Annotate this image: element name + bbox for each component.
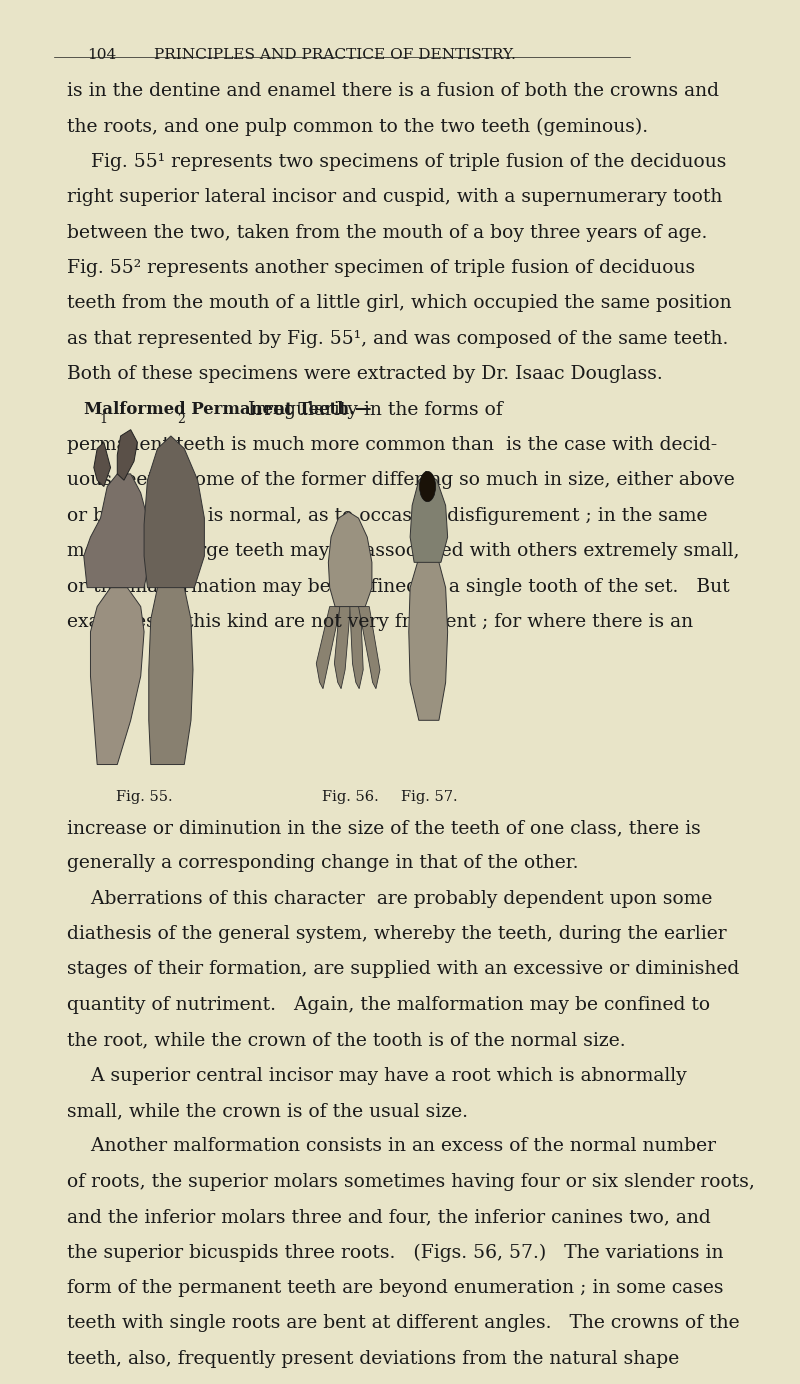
Text: right superior lateral incisor and cuspid, with a supernumerary tooth: right superior lateral incisor and cuspi… xyxy=(67,188,722,206)
Polygon shape xyxy=(90,588,144,764)
Text: mouth very large teeth may be associated with others extremely small,: mouth very large teeth may be associated… xyxy=(67,543,739,561)
Text: teeth, also, frequently present deviations from the natural shape: teeth, also, frequently present deviatio… xyxy=(67,1349,679,1367)
Text: permanent teeth is much more common than  is the case with decid­: permanent teeth is much more common than… xyxy=(67,436,718,454)
Text: PRINCIPLES AND PRACTICE OF DENTISTRY.: PRINCIPLES AND PRACTICE OF DENTISTRY. xyxy=(154,48,516,62)
Text: increase or diminution in the size of the teeth of one class, there is: increase or diminution in the size of th… xyxy=(67,819,701,837)
Text: Another malformation consists in an excess of the normal number: Another malformation consists in an exce… xyxy=(67,1138,716,1156)
Text: diathesis of the general system, whereby the teeth, during the earlier: diathesis of the general system, whereby… xyxy=(67,925,726,943)
Text: small, while the crown is of the usual size.: small, while the crown is of the usual s… xyxy=(67,1102,468,1120)
Polygon shape xyxy=(149,581,193,764)
Text: 2: 2 xyxy=(177,412,185,426)
Polygon shape xyxy=(409,549,448,720)
Polygon shape xyxy=(144,436,204,588)
Text: teeth with single roots are bent at different angles.   The crowns of the: teeth with single roots are bent at diff… xyxy=(67,1315,740,1333)
Text: or the malformation may be confined to a single tooth of the set.   But: or the malformation may be confined to a… xyxy=(67,577,730,595)
Text: generally a corresponding change in that of the other.: generally a corresponding change in that… xyxy=(67,854,578,872)
Text: Malformed Permanent Teeth.—: Malformed Permanent Teeth.— xyxy=(84,400,371,418)
Text: Both of these specimens were extracted by Dr. Isaac Douglass.: Both of these specimens were extracted b… xyxy=(67,365,662,383)
Polygon shape xyxy=(334,606,350,689)
Text: the roots, and one pulp common to the two teeth (geminous).: the roots, and one pulp common to the tw… xyxy=(67,118,648,136)
Polygon shape xyxy=(350,606,363,689)
Text: Aberrations of this character  are probably dependent upon some: Aberrations of this character are probab… xyxy=(67,890,712,908)
Text: form of the permanent teeth are beyond enumeration ; in some cases: form of the permanent teeth are beyond e… xyxy=(67,1279,723,1297)
Polygon shape xyxy=(410,473,448,562)
Text: stages of their formation, are supplied with an excessive or diminished: stages of their formation, are supplied … xyxy=(67,960,739,978)
Text: between the two, taken from the mouth of a boy three years of age.: between the two, taken from the mouth of… xyxy=(67,224,707,242)
Text: examples of this kind are not very frequent ; for where there is an: examples of this kind are not very frequ… xyxy=(67,613,693,631)
Polygon shape xyxy=(94,443,110,487)
Text: Fig. 55² represents another specimen of triple fusion of deciduous: Fig. 55² represents another specimen of … xyxy=(67,259,695,277)
Text: quantity of nutriment.   Again, the malformation may be confined to: quantity of nutriment. Again, the malfor… xyxy=(67,996,710,1014)
Polygon shape xyxy=(118,429,138,480)
Polygon shape xyxy=(358,606,380,689)
Text: of roots, the superior molars sometimes having four or six slender roots,: of roots, the superior molars sometimes … xyxy=(67,1172,755,1190)
Polygon shape xyxy=(316,606,341,689)
Text: uous teeth ; some of the former differing so much in size, either above: uous teeth ; some of the former differin… xyxy=(67,472,734,490)
Polygon shape xyxy=(84,473,150,588)
Text: Fig. 55.: Fig. 55. xyxy=(116,790,172,804)
Text: A superior central incisor may have a root which is abnormally: A superior central incisor may have a ro… xyxy=(67,1067,686,1085)
Text: the root, while the crown of the tooth is of the normal size.: the root, while the crown of the tooth i… xyxy=(67,1031,626,1049)
Text: the superior bicuspids three roots.   (Figs. 56, 57.)   The variations in: the superior bicuspids three roots. (Fig… xyxy=(67,1243,723,1262)
Text: 1: 1 xyxy=(100,412,108,426)
Circle shape xyxy=(419,472,435,501)
Text: is in the dentine and enamel there is a fusion of both the crowns and: is in the dentine and enamel there is a … xyxy=(67,82,719,100)
Text: Fig. 56.: Fig. 56. xyxy=(322,790,379,804)
Text: 104: 104 xyxy=(87,48,116,62)
Text: Fig. 57.: Fig. 57. xyxy=(401,790,457,804)
Text: Fig. 55¹ represents two specimens of triple fusion of the deciduous: Fig. 55¹ represents two specimens of tri… xyxy=(67,152,726,170)
Text: as that represented by Fig. 55¹, and was composed of the same teeth.: as that represented by Fig. 55¹, and was… xyxy=(67,329,728,347)
Text: and the inferior molars three and four, the inferior canines two, and: and the inferior molars three and four, … xyxy=(67,1208,710,1226)
Text: teeth from the mouth of a little girl, which occupied the same position: teeth from the mouth of a little girl, w… xyxy=(67,295,732,313)
Text: or below what is normal, as to occasion disfigurement ; in the same: or below what is normal, as to occasion … xyxy=(67,507,707,525)
Polygon shape xyxy=(328,512,372,606)
Text: Irregularity in the forms of: Irregularity in the forms of xyxy=(248,400,502,418)
